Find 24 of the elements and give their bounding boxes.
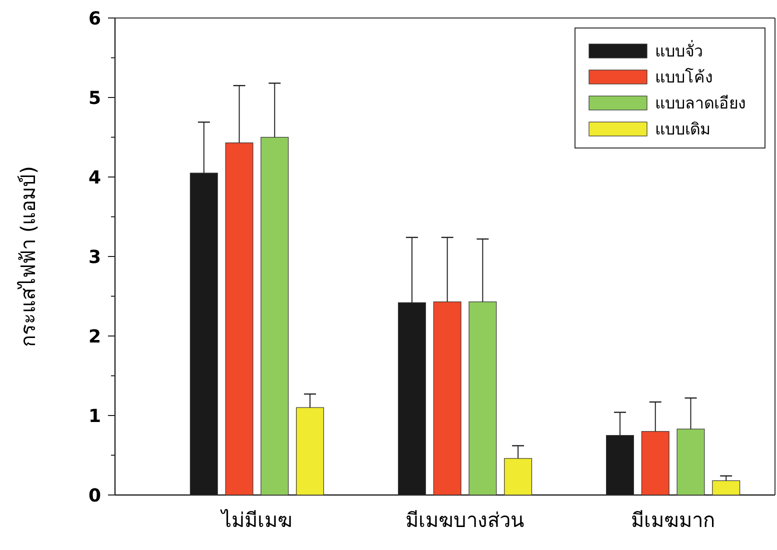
y-tick-label: 2 (88, 326, 101, 348)
bar (641, 431, 670, 496)
x-tick-label: มีเมฆมาก (631, 508, 716, 532)
legend-label: แบบจั่ว (655, 40, 703, 61)
y-tick-label: 0 (88, 485, 101, 506)
legend-label: แบบโค้ง (655, 68, 713, 87)
x-tick-label: ไม่มีเมฆ (219, 508, 292, 532)
bar (504, 458, 532, 496)
y-tick-label: 3 (88, 246, 101, 268)
bar (676, 428, 705, 496)
y-tick-label: 1 (88, 406, 101, 427)
bar (468, 302, 497, 496)
y-tick-label: 4 (88, 167, 101, 188)
legend-label: แบบลาดเอียง (655, 94, 746, 113)
bar (225, 142, 254, 496)
y-axis-title: กระแสไฟฟ้า (แอมป์) (16, 166, 40, 347)
legend-label: แบบเดิม (655, 120, 711, 139)
y-tick-label: 6 (88, 8, 101, 30)
bar (712, 480, 740, 496)
bar (260, 136, 289, 496)
bar (433, 302, 462, 496)
x-tick-label: มีเมฆบางส่วน (406, 508, 524, 532)
bar (296, 407, 324, 496)
y-tick-label: 5 (88, 88, 101, 109)
